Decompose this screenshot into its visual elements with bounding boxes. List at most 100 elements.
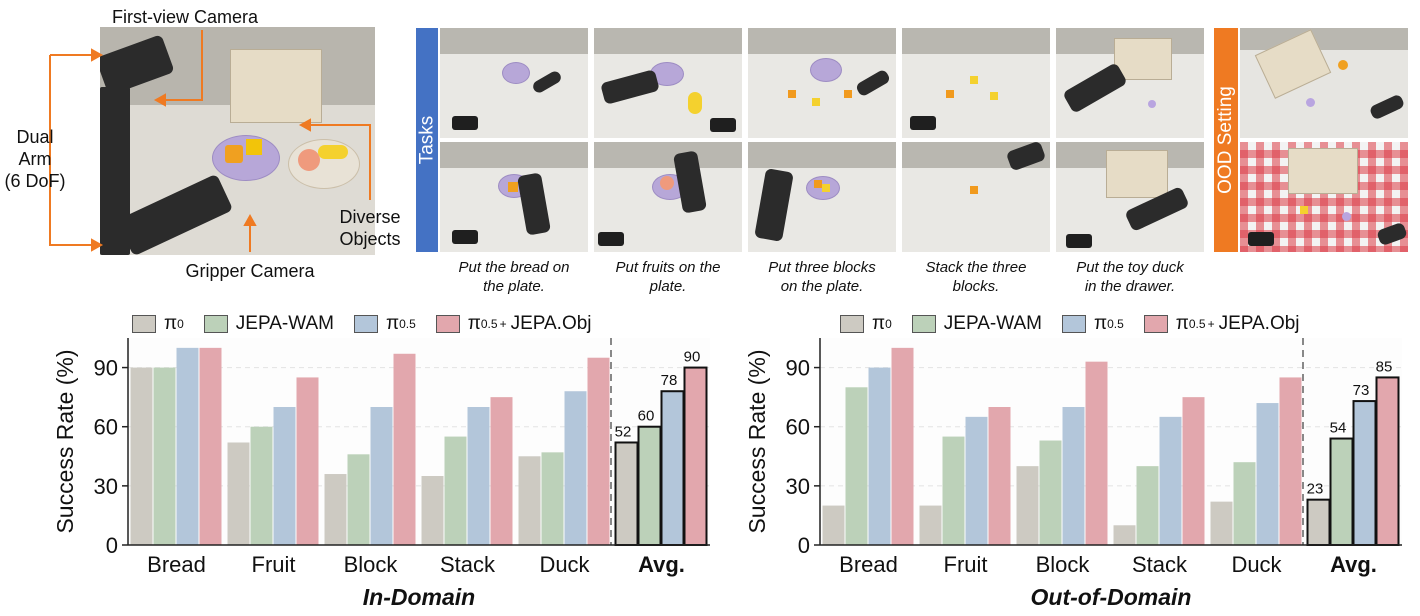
task-frame <box>748 28 896 138</box>
x-tick-label: Duck <box>539 552 590 577</box>
task-frame <box>440 28 588 138</box>
x-tick-label: Fruit <box>252 552 296 577</box>
ood-frame-bottom <box>1240 142 1408 252</box>
bar <box>1062 407 1085 545</box>
bar <box>490 397 513 545</box>
task-caption-stack: Stack the three blocks. <box>925 259 1027 295</box>
chart-title: Out-of-Domain <box>1031 584 1192 610</box>
bar-value-label: 90 <box>684 349 701 366</box>
bar <box>1136 466 1159 545</box>
bar <box>614 441 639 546</box>
legend-item: π 0.5 + JEPA.Obj <box>1143 313 1300 335</box>
robot-setup-photo <box>100 27 375 255</box>
robot-base <box>100 87 130 255</box>
bar <box>1016 466 1039 545</box>
bar <box>444 436 467 545</box>
legend-item: JEPA-WAM <box>203 313 334 335</box>
x-tick-label: Stack <box>440 552 496 577</box>
bar <box>324 474 347 545</box>
bar <box>1329 437 1354 546</box>
diverse-objects-label: Diverse Objects <box>339 207 401 249</box>
y-tick-label: 30 <box>94 474 118 499</box>
bar <box>273 407 296 545</box>
bar <box>942 436 965 545</box>
legend-item: JEPA-WAM <box>911 313 1042 335</box>
task-frame <box>594 142 742 252</box>
bar <box>1352 400 1377 547</box>
bar <box>683 366 708 547</box>
bar <box>467 407 490 545</box>
bar <box>822 505 845 545</box>
task-caption-duck: Put the toy duck in the drawer. <box>1076 259 1184 295</box>
bar <box>587 357 610 545</box>
bar <box>988 407 1011 545</box>
legend-item: π 0.5 <box>353 313 416 335</box>
y-tick-label: 0 <box>798 533 810 558</box>
bar <box>1233 462 1256 545</box>
bar <box>393 353 416 545</box>
bar <box>1113 525 1136 545</box>
drawer-box <box>230 49 322 123</box>
fruit-orange <box>225 145 243 163</box>
fruit-block-yellow <box>246 139 262 155</box>
x-tick-label: Duck <box>1231 552 1282 577</box>
bar <box>1306 498 1331 547</box>
bar <box>296 377 319 545</box>
task-frame <box>440 142 588 252</box>
tasks-tag: Tasks <box>416 28 438 252</box>
task-caption-fruit: Put fruits on the plate. <box>615 259 721 295</box>
x-tick-label: Avg. <box>1330 552 1377 577</box>
task-frame <box>594 28 742 138</box>
bar <box>250 426 273 545</box>
x-tick-label: Block <box>344 552 399 577</box>
bar <box>153 367 176 545</box>
x-tick-label: Block <box>1036 552 1091 577</box>
bar <box>518 456 541 545</box>
task-frame <box>902 28 1050 138</box>
bar-value-label: 60 <box>638 408 655 425</box>
y-axis-label: Success Rate (%) <box>744 349 770 533</box>
setup-annotation-lines <box>49 30 371 252</box>
bar <box>891 347 914 545</box>
bar <box>845 387 868 545</box>
plot-area <box>128 338 710 545</box>
fruit-peach <box>298 149 320 171</box>
bar <box>541 452 564 545</box>
bar <box>1085 361 1108 545</box>
gripper-camera-label: Gripper Camera <box>185 261 315 281</box>
bar <box>1039 440 1062 545</box>
bar <box>1375 376 1400 546</box>
bar <box>1159 416 1182 545</box>
task-frame <box>1056 142 1204 252</box>
y-tick-label: 90 <box>94 356 118 381</box>
fruit-banana <box>318 145 348 159</box>
y-tick-label: 60 <box>786 415 810 440</box>
bar <box>199 347 222 545</box>
x-tick-label: Fruit <box>944 552 988 577</box>
y-tick-label: 60 <box>94 415 118 440</box>
ood-tag: OOD Setting <box>1214 28 1238 252</box>
bar <box>227 442 250 545</box>
x-tick-label: Bread <box>147 552 206 577</box>
first-view-camera-label: First-view Camera <box>112 7 259 27</box>
y-tick-label: 90 <box>786 356 810 381</box>
task-caption-bread: Put the bread on the plate. <box>458 259 570 295</box>
bar <box>660 390 685 546</box>
y-tick-label: 0 <box>106 533 118 558</box>
bar-value-label: 73 <box>1353 382 1370 399</box>
bar-value-label: 78 <box>661 372 678 389</box>
bar <box>347 454 370 545</box>
in-domain-chart: 0 30 60 90 Bread Fruit Block Stack Duck 52 60 78 90 A… <box>52 338 710 610</box>
y-axis-label: Success Rate (%) <box>52 349 78 533</box>
task-grid <box>440 28 1210 252</box>
legend-item: π 0.5 + JEPA.Obj <box>435 313 592 335</box>
bar-value-label: 52 <box>615 423 632 440</box>
task-frame <box>902 142 1050 252</box>
ood-frame-top <box>1240 28 1408 138</box>
y-tick-label: 30 <box>786 474 810 499</box>
x-tick-label: Stack <box>1132 552 1188 577</box>
plot-area <box>820 338 1402 545</box>
bar <box>1210 501 1233 545</box>
